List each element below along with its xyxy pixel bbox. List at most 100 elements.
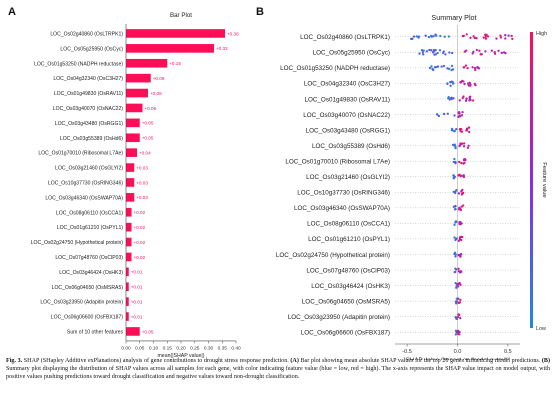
summary-feature-label: LOC_Os03g46340 (OsSWAP70A) [294,205,390,212]
shap-point [454,300,458,303]
summary-x-axis-label: SHAP value (impact on model output) [406,357,509,360]
bar [126,133,140,143]
shap-point [452,97,455,100]
bar [126,207,132,217]
shap-point [428,66,432,70]
shap-point [463,161,466,164]
shap-point [468,96,471,100]
bar [126,222,132,232]
shap-point [499,36,503,39]
shap-point [430,65,433,68]
shap-point [467,126,471,129]
shap-point [469,36,472,39]
bar-value-label: +0.03 [136,195,148,200]
shap-point [507,34,510,37]
colorbar-high-label: High [536,31,547,37]
shap-point [461,142,464,145]
shap-point [461,110,464,114]
shap-point [458,236,462,239]
shap-point [458,115,462,118]
caption-a-label: (A) [290,358,299,364]
summary-feature-label: LOC_Os03g46424 (OsHK3) [311,283,390,290]
shap-point [412,35,416,38]
bar-value-label: +0.32 [216,46,228,51]
bar [126,178,135,187]
bar-x-tick-label: 0.35 [218,345,228,351]
shap-point [484,50,487,53]
shap-point [432,49,435,52]
bar [126,44,214,53]
summary-feature-label: LOC_Os01g49830 (OsRAV11) [304,96,390,103]
bar-value-label: +0.05 [142,136,154,141]
summary-feature-label: LOC_Os06g06600 (OsFBX187) [301,330,390,337]
summary-x-tick-label: 0.5 [504,349,512,355]
shap-point [452,177,456,180]
shap-point [454,205,457,208]
shap-point [511,37,514,41]
shap-point [453,236,456,239]
shap-point [457,267,460,270]
shap-point [460,114,464,117]
summary-x-tick-label: 0.0 [454,349,462,355]
shap-point [441,51,445,55]
bar-category-label: Sum of 10 other features [67,329,124,335]
bar-category-label: LOC_Os03g21460 (OsGLYI2) [55,166,123,172]
bar-value-label: +0.36 [227,31,239,36]
bar [126,88,148,98]
shap-point [459,298,462,302]
shap-point [448,98,451,101]
shap-point [458,237,462,241]
bar-value-label: +0.01 [131,270,143,275]
bar-value-label: +0.01 [131,285,143,290]
shap-point [438,49,442,52]
shap-point [451,68,455,71]
bar-category-label: LOC_Os04g32340 (OsC3H27) [53,76,123,82]
bar-category-label: LOC_Os03g40070 (OsNAC22) [53,106,124,112]
bar-x-tick-label: 0.25 [190,345,200,351]
shap-point [499,34,502,37]
caption-label: Fig. 3. [6,358,23,364]
shap-point [500,51,504,54]
shap-point [454,146,457,150]
shap-point [430,34,433,38]
bar [126,282,129,292]
bar-category-label: LOC_Os01g70010 (Ribosomal L7Ae) [38,151,123,157]
shap-point [436,51,439,55]
shap-point [449,80,452,84]
shap-point [464,99,468,102]
shap-point [462,204,465,207]
bar-x-tick-label: 0.05 [135,345,145,351]
bar-value-label: +0.06 [145,106,157,111]
shap-point [460,190,463,193]
shap-point [457,111,460,115]
shap-point [458,220,461,224]
shap-point [460,130,464,133]
colorbar [530,32,533,328]
shap-point [462,174,465,177]
summary-feature-label: LOC_Os10g37730 (OsRING346) [297,190,390,197]
bar-x-tick-label: 0.30 [204,345,214,351]
shap-point [455,237,458,240]
shap-point [452,174,455,177]
shap-point [421,51,424,54]
shap-point [459,208,463,212]
shap-point [455,127,458,131]
shap-point [465,33,468,36]
shap-point [457,329,460,333]
bar-category-label: LOC_Os03g46424 (OsHK3) [59,270,123,276]
shap-point [473,36,476,40]
shap-point [475,36,478,40]
bar-category-label: LOC_Os01g53250 (NADPH reductase) [34,61,123,67]
bar-category-label: LOC_Os03g23950 (Adapitin protein) [40,300,123,306]
bar [126,193,135,202]
shap-point [465,49,468,52]
shap-point [420,49,424,52]
shap-point [452,82,455,85]
shap-point [435,65,438,69]
bar [126,118,140,128]
caption-text-2: Bar plot showing mean absolute SHAP valu… [298,358,542,364]
shap-point [457,301,460,304]
shap-point [457,313,460,316]
shap-point [458,282,461,285]
shap-point [439,34,442,38]
